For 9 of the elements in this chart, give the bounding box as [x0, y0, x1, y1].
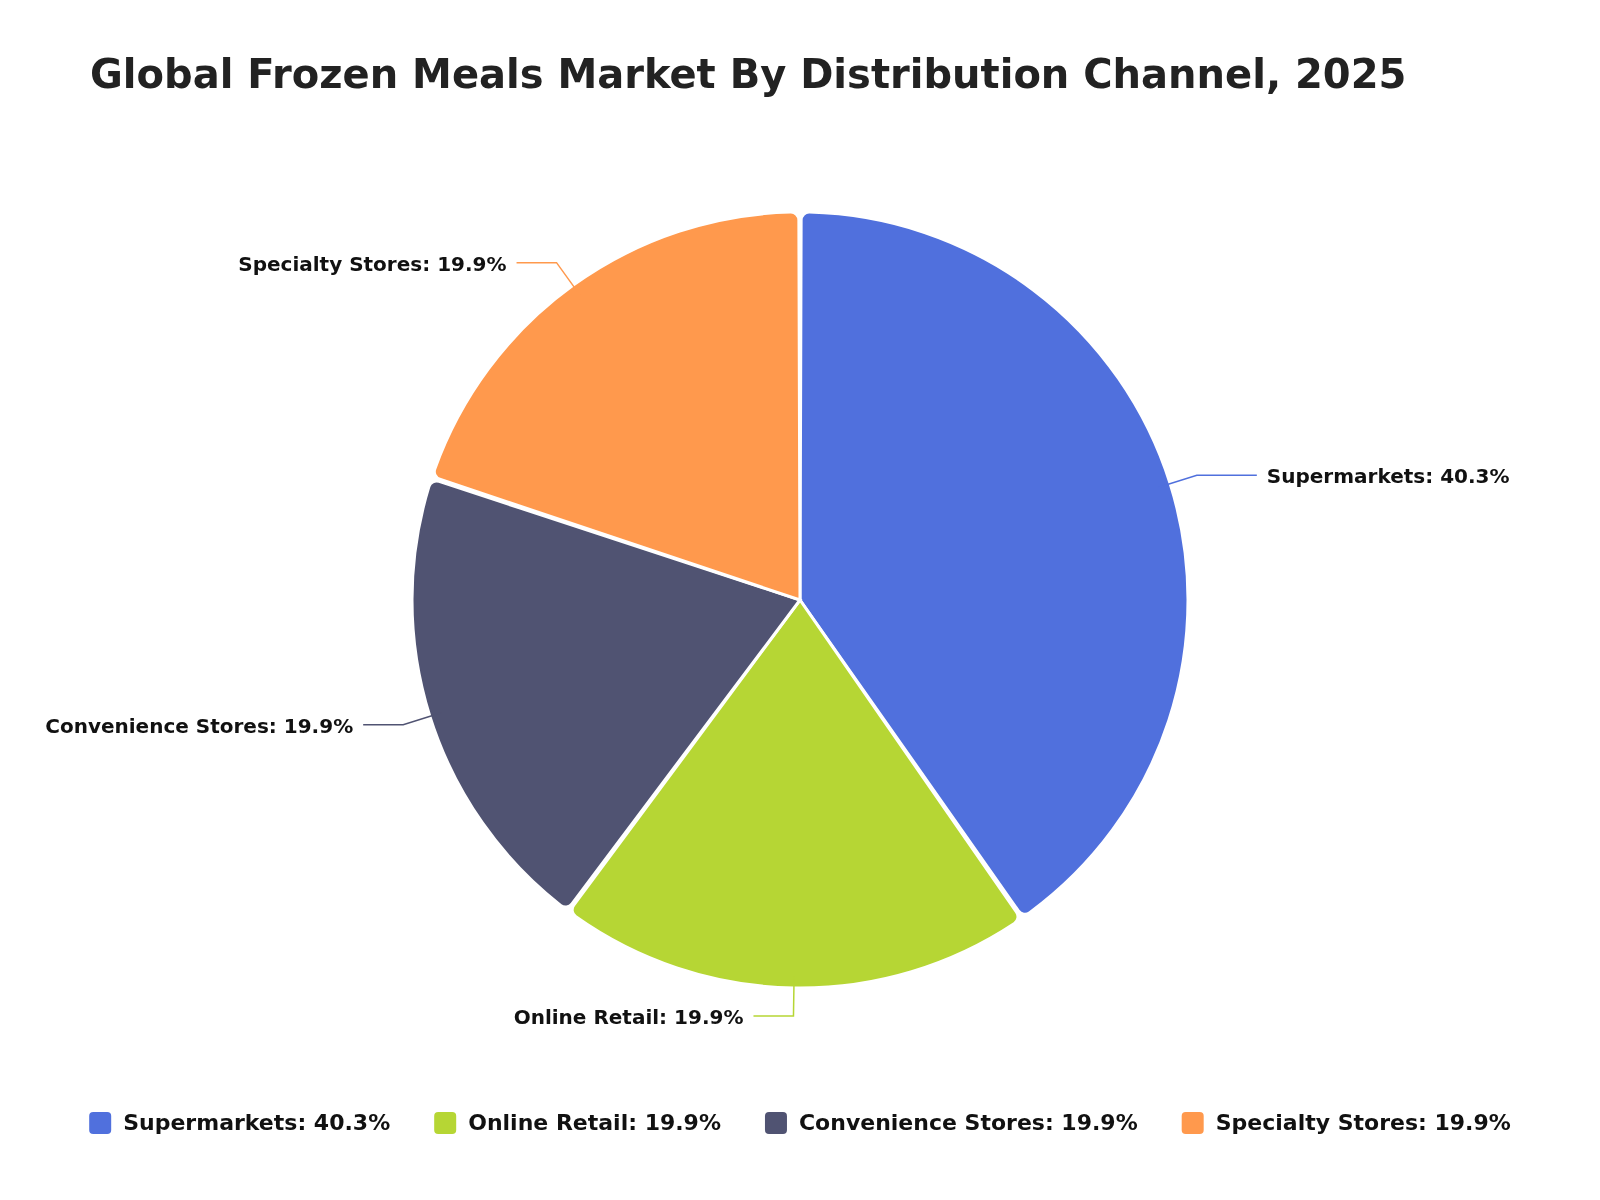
slice-label: Supermarkets: 40.3% [1266, 464, 1510, 489]
slice-label: Online Retail: 19.9% [513, 1004, 744, 1029]
slice-label: Convenience Stores: 19.9% [45, 713, 354, 738]
chart-title: Global Frozen Meals Market By Distribution Channel, 2025 [90, 51, 1407, 97]
legend-label: Specialty Stores: 19.9% [1215, 1110, 1511, 1135]
legend-label: Convenience Stores: 19.9% [798, 1110, 1138, 1135]
legend-label: Online Retail: 19.9% [468, 1110, 721, 1135]
slice-label: Specialty Stores: 19.9% [238, 251, 507, 276]
legend-label: Supermarkets: 40.3% [123, 1110, 391, 1135]
